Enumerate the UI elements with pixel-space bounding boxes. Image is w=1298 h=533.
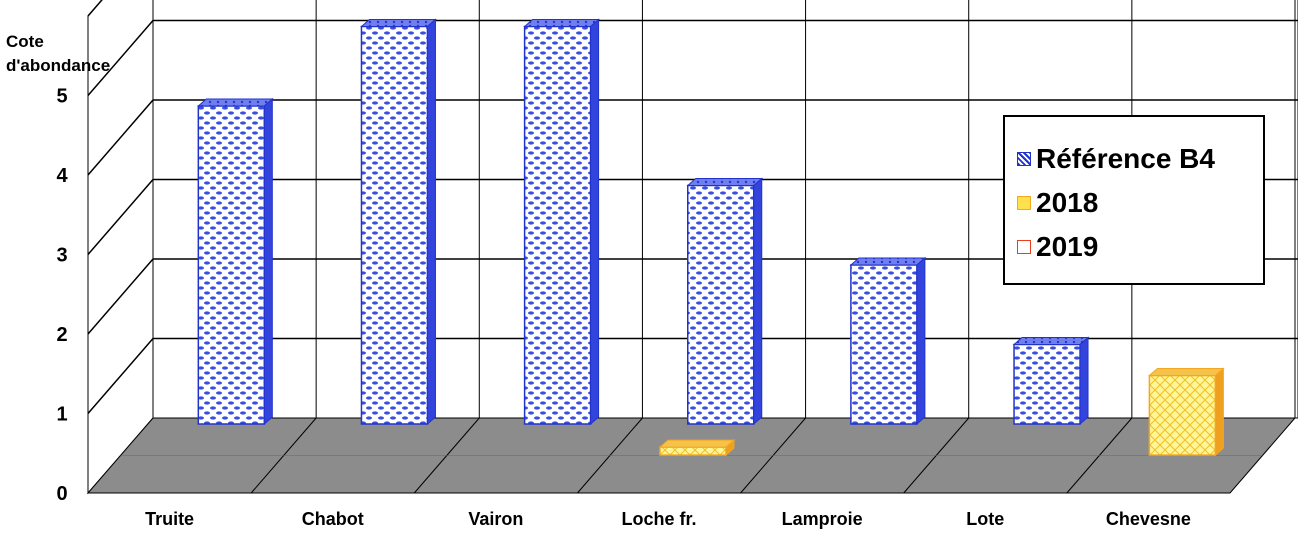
- bar-front: [523, 25, 592, 425]
- bar-front: [659, 446, 727, 456]
- bar-2018: [658, 438, 736, 457]
- bar-référence-b4: [686, 177, 764, 426]
- x-category-label: Loche fr.: [621, 509, 696, 529]
- legend-label-2019: 2019: [1036, 231, 1099, 262]
- y-tick-label: 4: [56, 165, 68, 187]
- gridline-side: [87, 99, 154, 176]
- gridline-side: [87, 179, 154, 255]
- y-axis-label-line: Cote: [6, 32, 44, 51]
- bar-2018: [1148, 367, 1225, 457]
- y-tick-label: 0: [56, 483, 67, 505]
- x-category-label: Vairon: [468, 509, 523, 529]
- bar-side: [1079, 336, 1089, 426]
- y-tick-label: 1: [56, 404, 67, 426]
- legend-item-reference: Référence B4: [1017, 139, 1215, 179]
- x-category-label: Lamproie: [782, 509, 863, 529]
- bar-top: [1012, 337, 1090, 345]
- bar-top: [686, 178, 764, 186]
- legend-label-2018: 2018: [1036, 187, 1099, 218]
- x-category-label: Chabot: [302, 509, 364, 529]
- bar-front: [1148, 374, 1217, 456]
- legend-item-2019: 2019: [1017, 227, 1098, 267]
- bar-side: [753, 177, 763, 426]
- bar-front: [850, 264, 918, 425]
- y-tick-label: 3: [56, 245, 67, 267]
- bar-top: [1148, 368, 1225, 377]
- bar-référence-b4: [360, 18, 437, 426]
- y-axis-label: Cote d'abondance: [6, 30, 110, 78]
- bar-side: [725, 438, 735, 457]
- bar-référence-b4: [523, 18, 600, 426]
- bar-side: [590, 18, 600, 426]
- bar-référence-b4: [849, 256, 927, 426]
- bar-front: [197, 105, 266, 425]
- bar-front: [360, 25, 429, 425]
- bar-side: [916, 256, 926, 426]
- legend-swatch-2019: [1017, 240, 1031, 254]
- bar-side: [426, 18, 436, 426]
- bar-top: [658, 439, 736, 448]
- x-category-label: Truite: [145, 509, 194, 529]
- legend: Référence B4 2018 2019: [1003, 115, 1265, 285]
- legend-label-reference: Référence B4: [1036, 143, 1215, 174]
- x-category-label: Lote: [966, 509, 1004, 529]
- bar-front: [1013, 343, 1081, 425]
- gridline-side: [87, 20, 154, 96]
- bar-top: [849, 257, 927, 266]
- legend-item-2018: 2018: [1017, 183, 1098, 223]
- bar-référence-b4: [1012, 336, 1090, 426]
- gridline-side: [87, 338, 154, 414]
- bar-front: [687, 184, 755, 425]
- legend-swatch-2018: [1017, 196, 1031, 210]
- y-tick-label: 5: [56, 86, 67, 108]
- bar-side: [263, 97, 273, 426]
- bar-top: [360, 19, 437, 27]
- bar-référence-b4: [196, 97, 274, 426]
- gridline-side: [87, 258, 154, 335]
- legend-swatch-reference: [1017, 152, 1031, 166]
- gridline-side: [87, 0, 103, 17]
- x-category-label: Chevesne: [1106, 509, 1191, 529]
- bar-top: [523, 19, 600, 27]
- y-tick-label: 2: [56, 324, 67, 346]
- y-axis-label-line: d'abondance: [6, 56, 111, 75]
- bar-side: [1214, 367, 1224, 457]
- bar-top: [196, 98, 274, 107]
